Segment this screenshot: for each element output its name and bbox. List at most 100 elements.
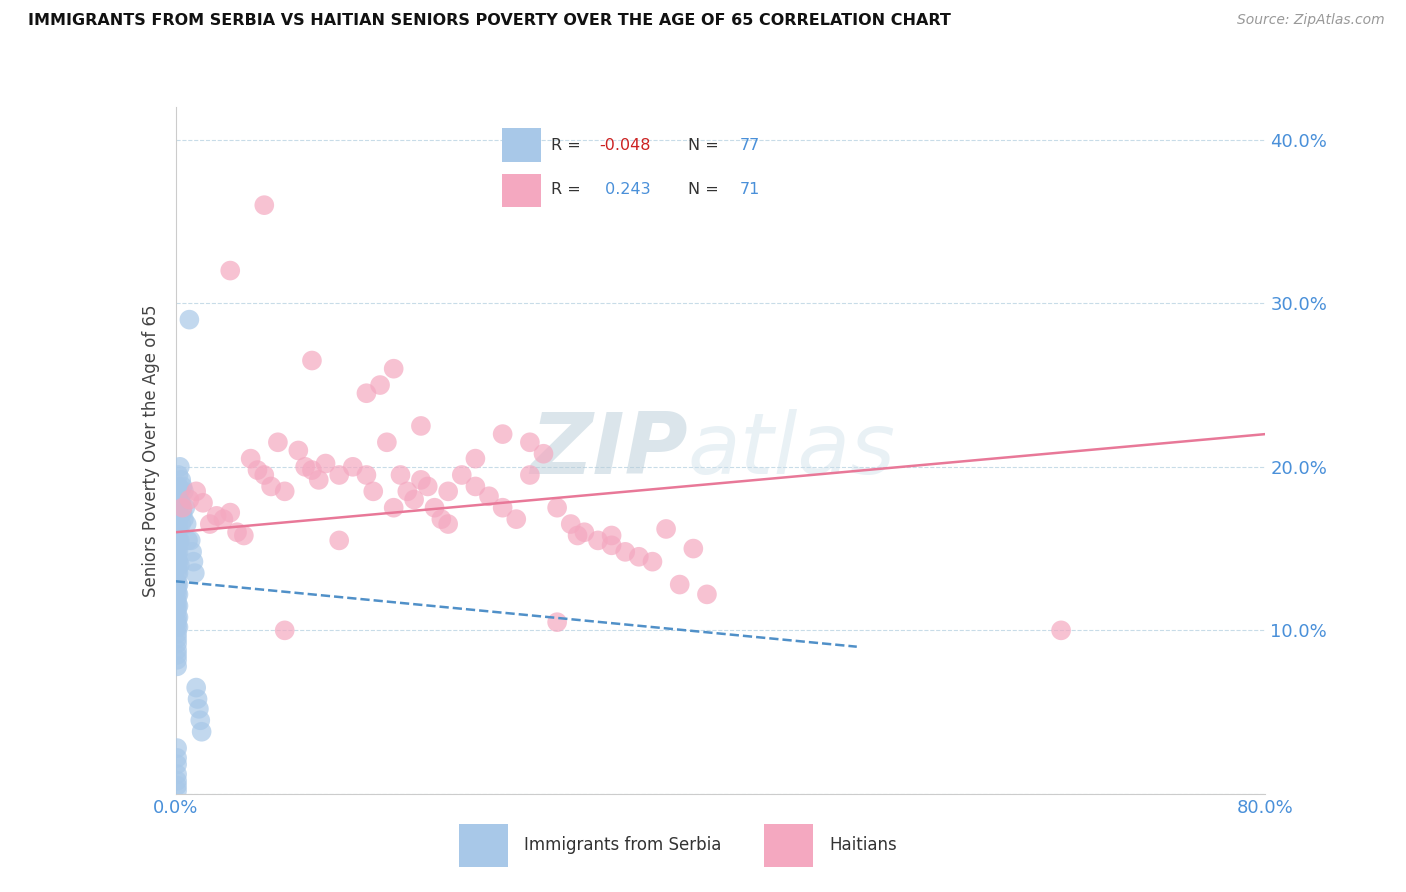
Point	[167, 522, 190, 536]
Point	[301, 353, 323, 368]
Point	[166, 574, 188, 589]
Point	[172, 506, 194, 520]
Point	[166, 751, 188, 765]
Point	[166, 538, 188, 552]
Point	[183, 555, 205, 569]
Point	[167, 620, 190, 634]
Point	[166, 582, 188, 597]
Point	[167, 533, 190, 548]
Point	[167, 512, 190, 526]
Point	[361, 484, 384, 499]
Point	[177, 533, 200, 548]
Point	[696, 587, 718, 601]
Point	[166, 648, 188, 662]
Point	[187, 702, 209, 716]
Point	[205, 508, 228, 523]
Point	[166, 522, 188, 536]
Point	[614, 545, 637, 559]
Point	[274, 484, 297, 499]
Point	[166, 741, 188, 756]
Point	[166, 587, 188, 601]
Point	[167, 467, 190, 482]
Point	[167, 587, 190, 601]
Point	[167, 577, 190, 591]
Point	[239, 451, 262, 466]
Point	[173, 484, 195, 499]
Point	[423, 500, 446, 515]
Point	[166, 773, 188, 788]
Point	[186, 484, 208, 499]
Text: IMMIGRANTS FROM SERBIA VS HAITIAN SENIORS POVERTY OVER THE AGE OF 65 CORRELATION: IMMIGRANTS FROM SERBIA VS HAITIAN SENIOR…	[28, 13, 950, 29]
Point	[464, 479, 486, 493]
Point	[212, 512, 235, 526]
Point	[219, 263, 242, 277]
Point	[166, 566, 188, 580]
Point	[186, 692, 209, 706]
Point	[166, 615, 188, 630]
Point	[682, 541, 704, 556]
Point	[167, 489, 190, 503]
Point	[226, 525, 249, 540]
Point	[166, 757, 188, 772]
Point	[382, 361, 405, 376]
Point	[328, 533, 350, 548]
Point	[404, 492, 426, 507]
Point	[253, 198, 276, 212]
Point	[627, 549, 650, 564]
Point	[188, 714, 211, 728]
Point	[167, 545, 190, 559]
Point	[169, 508, 191, 523]
Point	[180, 533, 202, 548]
Point	[450, 467, 472, 482]
Point	[167, 610, 190, 624]
Point	[167, 566, 190, 580]
Point	[172, 500, 194, 515]
Point	[166, 516, 188, 531]
Point	[169, 484, 191, 499]
Point	[169, 558, 191, 572]
Point	[437, 516, 460, 531]
Point	[167, 599, 190, 613]
Point	[179, 312, 201, 326]
Point	[396, 484, 419, 499]
Point	[169, 459, 191, 474]
Point	[166, 508, 188, 523]
Point	[560, 516, 582, 531]
Point	[166, 555, 188, 569]
Point	[287, 443, 309, 458]
Point	[260, 479, 283, 493]
Point	[166, 561, 188, 575]
Point	[170, 473, 193, 487]
Point	[641, 555, 664, 569]
Point	[166, 783, 188, 797]
Point	[232, 528, 254, 542]
Point	[437, 484, 460, 499]
Point	[166, 549, 188, 564]
Point	[167, 500, 190, 515]
Point	[181, 545, 204, 559]
Point	[191, 496, 214, 510]
Point	[198, 516, 221, 531]
Point	[166, 643, 188, 657]
Point	[246, 463, 269, 477]
Point	[389, 467, 412, 482]
Point	[1050, 624, 1073, 638]
Point	[166, 659, 188, 673]
Point	[166, 626, 188, 640]
Point	[315, 457, 337, 471]
Point	[301, 463, 323, 477]
Point	[166, 484, 188, 499]
Point	[409, 418, 432, 433]
Point	[174, 500, 197, 515]
Point	[166, 594, 188, 608]
Point	[356, 467, 378, 482]
Point	[368, 378, 391, 392]
Point	[186, 681, 208, 695]
Point	[416, 479, 439, 493]
Point	[567, 528, 589, 542]
Point	[166, 577, 188, 591]
Point	[170, 496, 193, 510]
Point	[176, 516, 198, 531]
Point	[167, 479, 190, 493]
Point	[356, 386, 378, 401]
